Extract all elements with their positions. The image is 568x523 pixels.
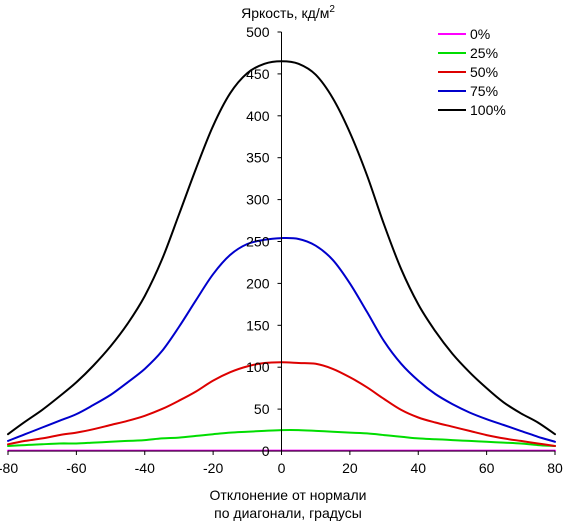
- y-tick-label: 350: [246, 150, 270, 166]
- x-tick-label: 20: [342, 460, 358, 476]
- legend-label: 50%: [470, 64, 498, 80]
- y-tick-label: 150: [246, 317, 270, 333]
- x-tick-label: 60: [479, 460, 495, 476]
- y-axis-title-text: Яркость, кд/м: [241, 5, 329, 21]
- x-tick-label: -60: [66, 460, 86, 476]
- x-tick-label: 80: [547, 460, 563, 476]
- legend-label: 0%: [470, 26, 490, 42]
- y-tick-label: 450: [246, 66, 270, 82]
- y-tick-labels: 0 50 100 150 200 250 300 350 400 450 500: [246, 24, 282, 459]
- x-tick-label: -40: [135, 460, 155, 476]
- y-tick-label: 250: [246, 234, 270, 250]
- x-axis-title-line2: по диагонали, градусы: [214, 505, 362, 521]
- y-tick-label: 300: [246, 192, 270, 208]
- y-tick-label: 0: [262, 443, 270, 459]
- y-axis-title-superscript: 2: [329, 4, 335, 15]
- y-axis-title: Яркость, кд/м2: [241, 4, 335, 21]
- y-tick-label: 100: [246, 359, 270, 375]
- legend-label: 75%: [470, 83, 498, 99]
- y-tick-label: 50: [254, 401, 270, 417]
- x-tick-label: 0: [278, 460, 286, 476]
- y-tick-label: 500: [246, 24, 270, 40]
- x-tick-label: -80: [0, 460, 18, 476]
- legend-label: 100%: [470, 102, 506, 118]
- x-tick-labels: -80 -60 -40 -20 0 20 40 60 80: [0, 451, 563, 476]
- x-tick-label: -20: [203, 460, 223, 476]
- legend: 0% 25% 50% 75% 100%: [438, 26, 506, 118]
- x-axis-title-line1: Отклонение от нормали: [210, 487, 367, 503]
- x-tick-label: 40: [410, 460, 426, 476]
- y-tick-label: 200: [246, 275, 270, 291]
- y-tick-label: 400: [246, 108, 270, 124]
- legend-label: 25%: [470, 45, 498, 61]
